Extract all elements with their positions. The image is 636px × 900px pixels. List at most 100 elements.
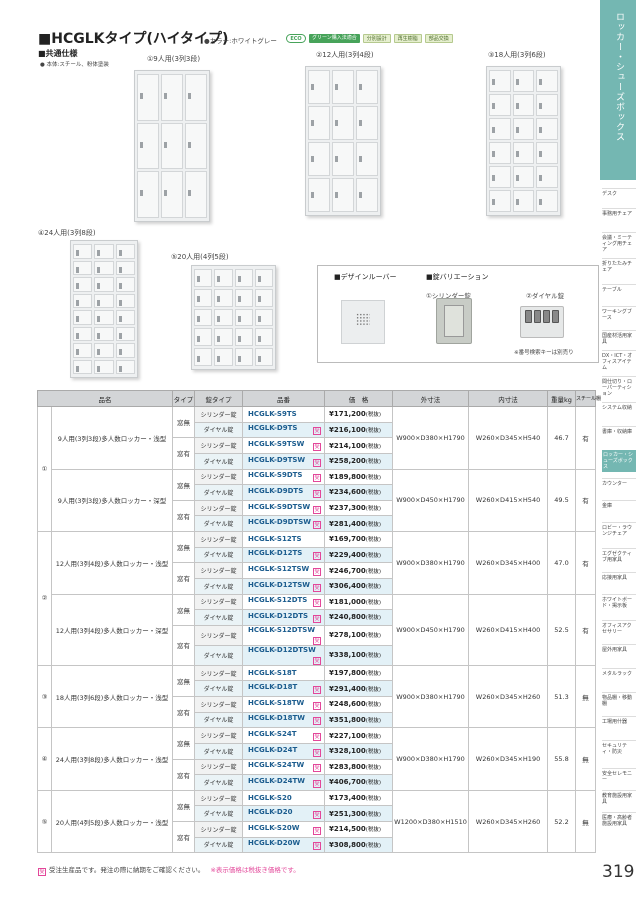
locker-door [512,94,535,116]
header-inner-size: 内寸法 [468,390,548,407]
price: ¥328,100(税抜) [324,742,393,760]
sidebar-item[interactable]: 事務用チェア [602,208,636,217]
tax-label: (税抜) [365,717,382,724]
locker-label-24: ④24人用(3列8段) [38,229,96,237]
locker-door [254,308,273,327]
price: ¥278,100(税抜) [324,624,393,646]
locker-door [161,171,183,218]
steel-shelf: 有 [575,406,596,470]
sidebar-item[interactable]: デスク [602,188,636,197]
outer-dimensions: W900×D380×H1790 [392,727,469,791]
model-code: HCGLK-D12DTSW [248,645,316,654]
locker-door [94,277,114,292]
sidebar-item[interactable]: ロビー・ラウンジチェア [602,522,636,537]
locker-door [308,106,330,140]
inner-dimensions: W260×D415×H400 [468,593,548,666]
locker-door [73,310,93,325]
product-name: 20人用(4列5段)多人数ロッカー・浅型 [51,789,173,854]
locker-door [489,190,511,212]
options-box [317,265,599,363]
locker-door [512,166,535,188]
model-number: HCGLK-D12DTS 受 [242,609,325,626]
price-value: ¥281,400 [329,519,366,528]
price: ¥173,400(税抜) [324,789,393,807]
locker-door [332,178,354,212]
sidebar-item[interactable]: システム収納 [602,402,636,411]
lock-type: ダイヤル錠 [194,774,243,791]
header-lock-type: 錠タイプ [194,390,243,407]
header-price: 価 格 [324,390,393,407]
made-to-order-icon: 受 [313,717,321,726]
made-to-order-icon: 受 [313,842,321,851]
model-code: HCGLK-S24T [248,730,297,739]
sidebar-item[interactable]: 間仕切り・ローパーティション [602,376,636,397]
lock-type: シリンダー錠 [194,593,243,611]
sidebar-item[interactable]: テーブル [602,284,636,293]
sidebar-item[interactable]: ワーキングブース [602,306,636,321]
sidebar-item[interactable]: メタルラック [602,668,636,677]
model-code: HCGLK-D18T [248,683,298,692]
sidebar-item[interactable]: オフィスアクセサリー [602,620,636,635]
tax-label: (税抜) [365,459,382,466]
sidebar-item[interactable]: 書庫・収納庫 [602,426,636,435]
sidebar-item[interactable]: 屋外用家具 [602,644,636,653]
sidebar-item[interactable]: 応接用家具 [602,572,636,581]
color-note: ●カラー:ホワイトグレー [204,37,277,45]
price: ¥171,200(税抜) [324,406,393,423]
model-code: HCGLK-S20W [248,823,300,832]
lock-type: ダイヤル錠 [194,644,243,666]
locker-door [73,293,93,308]
locker-label-9: ①9人用(3列3段) [147,55,201,63]
sidebar-item[interactable]: セキュリティ・防災 [602,740,636,755]
sidebar-item[interactable]: 折りたたみチェア [602,258,636,273]
price-value: ¥338,100 [329,651,366,660]
model-code: HCGLK-D12TS [248,549,303,558]
made-to-order-icon: 受 [313,733,321,742]
sidebar-item[interactable]: 会議・ミーティング用チェア [602,232,636,253]
price: ¥406,700(税抜) [324,774,393,791]
sidebar-item[interactable]: 教育施設用家具 [602,790,636,805]
table-row: ダイヤル錠 HCGLK-D9TSW 受 ¥258,200(税抜) [38,452,596,470]
dial-lock-image [520,306,566,342]
model-code: HCGLK-S9TS [248,410,297,419]
lock-type: ダイヤル錠 [194,711,243,729]
made-to-order-icon: 受 [313,505,321,514]
price-value: ¥328,100 [329,747,366,756]
price: ¥214,100(税抜) [324,437,393,454]
locker-door [254,348,273,366]
sidebar-item[interactable]: ホワイトボード・掲示板 [602,594,636,609]
sidebar-item[interactable]: 国産材活用家具 [602,330,636,345]
locker-door [137,122,159,170]
sidebar-item[interactable]: 工場用什器 [602,716,636,725]
sidebar-item[interactable]: 安全セレモニー [602,768,636,783]
model-code: HCGLK-S20 [248,794,292,803]
tax-label: (税抜) [365,490,382,497]
made-to-order-icon: 受 [313,826,321,835]
model-code: HCGLK-D9TSW [248,455,306,464]
lock-variation-heading: ■錠バリエーション [426,273,489,281]
sidebar-item[interactable]: カウンター [602,478,636,487]
sidebar-item[interactable]: DX・ICT・オフィスアイテム [602,350,636,371]
sidebar-item[interactable]: エグゼクティブ用家具 [602,548,636,563]
sidebar-item[interactable]: 物品棚・移動棚 [602,692,636,707]
window-type: 窓有 [172,624,195,666]
tax-label: (税抜) [365,427,382,434]
locker-door [214,348,233,366]
outer-dimensions: W900×D380×H1790 [392,531,469,595]
table-row: ④ 24人用(3列8段)多人数ロッカー・浅型 窓無 シリンダー錠 HCGLK-S24T 受… [37,727,596,791]
table-row: ダイヤル錠 HCGLK-D9DTSW 受 ¥281,400(税抜) [38,515,596,532]
model-code: HCGLK-S12DTS [248,596,308,605]
made-to-order-icon: 受 [313,748,321,757]
sidebar-item[interactable]: 医療・高齢者施設用家具 [602,812,636,827]
header-outer-size: 外寸法 [392,390,469,407]
sidebar-item[interactable]: ロッカー・シューズボックス [602,450,636,472]
locker-door [489,142,511,164]
price-value: ¥189,800 [329,472,366,481]
category-sidebar: ロッカー・シューズボックス デスク事務用チェア会議・ミーティング用チェア折りたた… [600,0,636,900]
locker-door [115,260,135,275]
locker-door [73,343,93,358]
sidebar-item[interactable]: 金庫 [602,500,636,509]
header-type: タイプ [172,390,195,407]
model-number: HCGLK-S9TSW 受 [242,437,325,454]
lock-type: シリンダー錠 [194,664,243,682]
